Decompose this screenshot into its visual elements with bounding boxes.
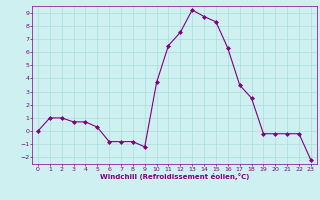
X-axis label: Windchill (Refroidissement éolien,°C): Windchill (Refroidissement éolien,°C) [100,173,249,180]
